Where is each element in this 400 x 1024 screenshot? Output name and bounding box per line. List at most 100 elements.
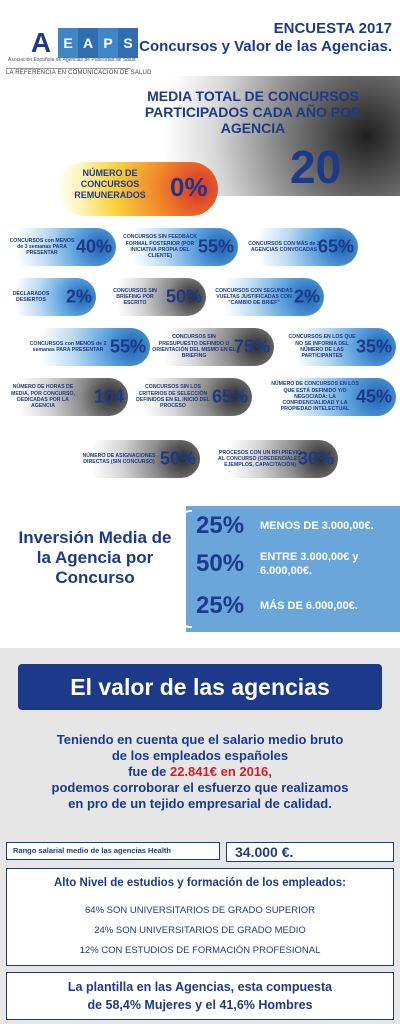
stat-label: PROCESOS CON UN RFI PREVIO AL CONCURSO (…	[217, 449, 303, 469]
stat-bubble: CONCURSOS CON SEGUNDAS VUELTAS JUSTIFICA…	[210, 278, 324, 316]
stat-bubble: CONCURSOS SIN PRESUPUESTO DEFINIDO U ORI…	[150, 328, 274, 366]
salary-label: Rango salarial medio de las agencias Hea…	[6, 842, 220, 860]
stat-bubble: DECLARADOS DESIERTOS 2%	[4, 278, 96, 316]
stat-bubble-bg	[4, 378, 128, 416]
paid-bubble	[58, 162, 218, 216]
survey-title: Concursos y Valor de las Agencias.	[139, 38, 392, 55]
stat-bubble: CONCURSOS SIN FEEDBACK FORMAL POSTERIOR …	[118, 228, 238, 266]
stat-bubble: CONCURSOS SIN BRIEFING POR ESCRITO 50%	[106, 278, 206, 316]
stat-bubble-bg	[150, 328, 274, 366]
stat-label: CONCURSOS SIN LOS CRITERIOS DE SELECCIÓN…	[136, 384, 210, 410]
stat-value: 65%	[317, 236, 354, 257]
stat-label: NÚMERO DE CONCURSOS EN LOS QUE ESTÁ DEFI…	[271, 381, 359, 413]
stat-label: CONCURSOS SIN FEEDBACK FORMAL POSTERIOR …	[122, 234, 198, 260]
education-item: 24% SON UNIVERSITARIOS DE GRADO MEDIO	[94, 925, 306, 936]
investment-text: MENOS DE 3.000,00€.	[260, 520, 374, 532]
investment-row: 25% MÁS DE 6.000,00€.	[196, 592, 390, 620]
stat-value: 2%	[65, 286, 92, 307]
stat-bubble-bg	[244, 228, 358, 266]
stat-label: CONCURSOS EN LOS QUE NO SE INFORMA DEL N…	[288, 334, 356, 360]
salary-row: Rango salarial medio de las agencias Hea…	[6, 842, 394, 862]
stat-value: 30%	[297, 448, 334, 469]
salary-value: 34.000 €.	[226, 842, 394, 862]
stat-value: 55%	[197, 236, 234, 257]
stat-bubble: CONCURSOS EN LOS QUE NO SE INFORMA DEL N…	[282, 328, 396, 366]
education-title: Alto Nivel de estudios y formación de lo…	[53, 877, 347, 889]
paid-value: 0%	[170, 172, 208, 202]
logo-letter-a2: A	[78, 28, 98, 58]
stat-value: 40%	[75, 236, 112, 257]
logo-tagline: LA REFERENCIA EN COMUNICACION DE SALUD	[6, 70, 152, 76]
stat-label: CONCURSOS con MENOS de 2 semanas PARA PR…	[29, 340, 107, 353]
stat-bubble: NÚMERO DE CONCURSOS EN LOS QUE ESTÁ DEFI…	[266, 378, 396, 416]
logo-subtitle: Asociación Española de Agencias de Publi…	[8, 57, 136, 63]
stat-bubble: PROCESOS CON UN RFI PREVIO AL CONCURSO (…	[214, 440, 338, 478]
intro-line: fue de 22.841€ en 2016,	[20, 764, 380, 780]
value-intro: Teniendo en cuenta que el salario medio …	[20, 732, 380, 812]
staff-line: de 58,4% Mujeres y el 41,6% Hombres	[87, 998, 313, 1012]
education-box: Alto Nivel de estudios y formación de lo…	[6, 868, 394, 966]
intro-prefix: fue de	[128, 764, 170, 779]
stat-bubble: CONCURSOS con MENOS de 2 semanas PARA PR…	[26, 328, 150, 366]
stat-bubble-bg	[118, 228, 238, 266]
investment-right	[186, 506, 400, 632]
intro-line: Teniendo en cuenta que el salario medio …	[56, 732, 344, 747]
staff-box: La plantilla en las Agencias, esta compu…	[6, 972, 394, 1020]
education-item: 12% CON ESTUDIOS DE FORMACIÓN PROFESIONA…	[79, 945, 321, 956]
logo-letter-p: P	[98, 28, 118, 58]
stat-label: CONCURSOS con MENOS de 3 semanas PARA PR…	[9, 237, 75, 257]
investment-text: MÁS DE 6.000,00€.	[260, 600, 358, 612]
salary-highlight: 22.841€ en 2016,	[169, 764, 272, 779]
logo-letter-a: A	[26, 28, 56, 58]
headline-value: 20	[290, 141, 342, 193]
stat-label: CONCURSOS CON SEGUNDAS VUELTAS JUSTIFICA…	[215, 287, 293, 307]
stat-bubble-bg	[78, 440, 200, 478]
stat-bubble: CONCURSOS con MENOS de 3 semanas PARA PR…	[4, 228, 116, 266]
stat-bubble-bg	[210, 278, 324, 316]
stat-label: NÚMERO DE ASIGNACIONES DIRECTAS (SIN CON…	[82, 452, 156, 465]
stat-bubble: CONCURSOS CON MÁS de 3 AGENCIAS CONVOCAD…	[244, 228, 358, 266]
headline-label: MEDIA TOTAL DE CONCURSOS PARTICIPADOS CA…	[144, 88, 362, 136]
stat-value: 2%	[293, 286, 320, 307]
survey-year: ENCUESTA 2017	[273, 20, 392, 37]
stat-label: CONCURSOS SIN BRIEFING POR ESCRITO	[113, 287, 157, 307]
stat-bubble-bg	[130, 378, 252, 416]
stat-label: CONCURSOS CON MÁS de 3 AGENCIAS CONVOCAD…	[248, 240, 320, 253]
stat-value: 35%	[355, 336, 392, 357]
stat-bubble: CONCURSOS SIN LOS CRITERIOS DE SELECCIÓN…	[130, 378, 252, 416]
stat-bubble-bg	[4, 228, 116, 266]
stat-value: 55%	[109, 336, 146, 357]
header-divider	[6, 68, 131, 69]
aeaps-logo: A E A P S	[8, 22, 138, 66]
investment-title: Inversión Media de la Agencia por Concur…	[18, 528, 172, 587]
stat-bubble-bg	[266, 378, 396, 416]
stat-bubble-bg	[282, 328, 396, 366]
intro-line: en pro de un tejido empresarial de calid…	[68, 796, 332, 811]
stat-bubble: NÚMERO DE HORAS DE MEDIA, POR CONCURSO, …	[4, 378, 128, 416]
investment-row: 25% MENOS DE 3.000,00€.	[196, 512, 390, 540]
stat-value: 104	[93, 386, 124, 407]
investment-pct: 25%	[196, 512, 245, 539]
education-item: 64% SON UNIVERSITARIOS DE GRADO SUPERIOR	[85, 905, 315, 916]
stat-value: 65%	[211, 386, 248, 407]
intro-line: podemos corroborar el esfuerzo que reali…	[51, 780, 349, 795]
stat-label: NÚMERO DE HORAS DE MEDIA, POR CONCURSO, …	[11, 384, 75, 410]
investment-panel: Inversión Media de la Agencia por Concur…	[0, 506, 400, 632]
staff-line: La plantilla en las Agencias, esta compu…	[67, 980, 333, 994]
stat-label: DECLARADOS DESIERTOS	[12, 290, 50, 303]
investment-pct: 50%	[196, 550, 245, 577]
stat-bubble-bg	[26, 328, 150, 366]
stat-value: 50%	[165, 286, 202, 307]
stat-bubble: NÚMERO DE ASIGNACIONES DIRECTAS (SIN CON…	[78, 440, 200, 478]
investment-row: 50% ENTRE 3.000,00€ y 6.000,00€.	[196, 550, 360, 578]
stat-bubble-bg	[106, 278, 206, 316]
investment-pct: 25%	[196, 592, 245, 619]
paid-label: NÚMERO DE CONCURSOS REMUNERADOS	[74, 168, 146, 200]
investment-text: ENTRE 3.000,00€ y 6.000,00€.	[260, 551, 359, 577]
intro-line: de los empleados españoles	[111, 748, 289, 763]
staff-text: La plantilla en las Agencias, esta compu…	[7, 978, 393, 1014]
value-header: El valor de las agencias	[18, 664, 382, 710]
stat-value: 45%	[355, 386, 392, 407]
stat-bubble-bg	[214, 440, 338, 478]
stat-label: CONCURSOS SIN PRESUPUESTO DEFINIDO U ORI…	[152, 334, 236, 360]
